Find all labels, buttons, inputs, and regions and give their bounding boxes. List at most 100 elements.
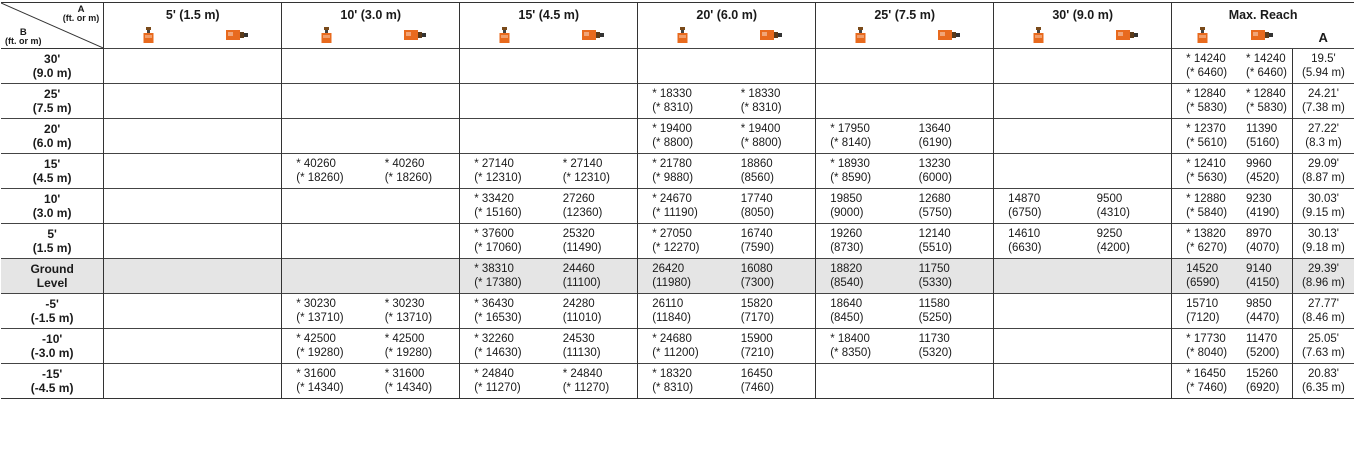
capacity-cell bbox=[815, 83, 905, 119]
capacity-cell: 15820 (7170) bbox=[726, 293, 816, 329]
capacity-cell: * 36430 (* 16530) bbox=[459, 293, 549, 329]
corner-label-a: A (ft. or m) bbox=[62, 4, 100, 23]
row-height-label: 25' (7.5 m) bbox=[1, 83, 105, 119]
side-load-header bbox=[1083, 27, 1172, 49]
cell-metric: (* 17060) bbox=[474, 242, 522, 254]
cell-imperial: * 36430 bbox=[474, 298, 514, 310]
table-row: Ground Level * 38310 (* 17380) 24460 (11100) 2… bbox=[1, 258, 1354, 294]
capacity-cell: * 31600 (* 14340) bbox=[370, 363, 460, 399]
capacity-cell bbox=[1082, 118, 1172, 154]
cell-metric: (4150) bbox=[1246, 277, 1280, 289]
capacity-cell: 8970 (4070) bbox=[1232, 223, 1293, 259]
front-load-header bbox=[281, 27, 371, 49]
cell-imperial: 12680 bbox=[918, 193, 951, 205]
table-row: -15' (-4.5 m) * 31600 (* 14340) * 31600 (* 14… bbox=[1, 363, 1354, 399]
col-header-10ft: 10' (3.0 m) bbox=[281, 2, 460, 27]
reach-a-header: A bbox=[1318, 30, 1328, 45]
cell-metric: (* 11190) bbox=[652, 207, 698, 219]
capacity-cell: * 17950 (* 8140) bbox=[815, 118, 905, 154]
cell-metric: (5320) bbox=[918, 347, 952, 359]
cell-imperial: 13230 bbox=[918, 158, 951, 170]
cell-metric: (* 8140) bbox=[830, 137, 872, 149]
cell-metric: (7.38 m) bbox=[1302, 102, 1345, 114]
cell-imperial: 27.77' bbox=[1307, 298, 1339, 310]
cell-metric: (8560) bbox=[740, 172, 774, 184]
cell-metric: (* 5840) bbox=[1186, 207, 1228, 219]
cell-imperial: * 18330 bbox=[652, 88, 692, 100]
row-label-line1: 20' bbox=[44, 122, 61, 136]
excavator-front-icon bbox=[143, 27, 154, 48]
capacity-cell: * 18330 (* 8310) bbox=[637, 83, 727, 119]
cell-imperial: * 24670 bbox=[652, 193, 692, 205]
row-label-line1: 10' bbox=[44, 192, 61, 206]
cell-imperial: 20.83' bbox=[1307, 368, 1339, 380]
col-header-30ft: 30' (9.0 m) bbox=[993, 2, 1172, 27]
cell-imperial: 30.13' bbox=[1307, 228, 1339, 240]
cell-metric: (8.3 m) bbox=[1305, 137, 1342, 149]
capacity-cell: 12140 (5510) bbox=[904, 223, 994, 259]
row-label-line1: 30' bbox=[44, 52, 61, 66]
capacity-cell: * 30230 (* 13710) bbox=[370, 293, 460, 329]
capacity-cell bbox=[281, 118, 371, 154]
cell-metric: (* 11270) bbox=[474, 382, 521, 394]
cell-imperial: 27260 bbox=[562, 193, 595, 205]
cell-metric: (6000) bbox=[918, 172, 952, 184]
cell-metric: (6.35 m) bbox=[1302, 382, 1345, 394]
cell-metric: (11010) bbox=[562, 312, 602, 324]
capacity-cell bbox=[993, 48, 1083, 84]
cell-imperial: 14610 bbox=[1008, 228, 1041, 240]
cell-metric: (* 8040) bbox=[1186, 347, 1228, 359]
cell-metric: (5200) bbox=[1246, 347, 1280, 359]
cell-metric: (5510) bbox=[918, 242, 952, 254]
cell-imperial: * 31600 bbox=[296, 368, 336, 380]
capacity-cell: * 40260 (* 18260) bbox=[281, 153, 371, 189]
cell-imperial: * 32260 bbox=[474, 333, 514, 345]
capacity-cell bbox=[192, 293, 282, 329]
cell-metric: (* 8310) bbox=[652, 102, 694, 114]
row-height-label: -15' (-4.5 m) bbox=[1, 363, 105, 399]
capacity-cell bbox=[192, 118, 282, 154]
cell-imperial: 16450 bbox=[740, 368, 773, 380]
cell-metric: (* 11270) bbox=[562, 382, 610, 394]
capacity-cell bbox=[192, 153, 282, 189]
capacity-cell: 9500 (4310) bbox=[1082, 188, 1172, 224]
capacity-cell bbox=[103, 363, 193, 399]
capacity-cell: * 24670 (* 11190) bbox=[637, 188, 727, 224]
cell-metric: (4520) bbox=[1246, 172, 1280, 184]
capacity-cell bbox=[1082, 363, 1172, 399]
capacity-cell bbox=[904, 363, 994, 399]
row-label-line1: 15' bbox=[44, 157, 61, 171]
capacity-cell bbox=[103, 328, 193, 364]
row-label-line2: (1.5 m) bbox=[32, 241, 72, 255]
capacity-cell: * 12410 (* 5630) bbox=[1171, 153, 1233, 189]
capacity-cell: 25320 (11490) bbox=[548, 223, 638, 259]
cell-imperial: 15900 bbox=[740, 333, 773, 345]
cell-metric: (* 19280) bbox=[296, 347, 344, 359]
cell-imperial: 19850 bbox=[830, 193, 863, 205]
capacity-cell: 12680 (5750) bbox=[904, 188, 994, 224]
capacity-cell: 24280 (11010) bbox=[548, 293, 638, 329]
capacity-cell: * 24840 (* 11270) bbox=[548, 363, 638, 399]
cell-imperial: 12140 bbox=[918, 228, 951, 240]
excavator-side-icon bbox=[937, 28, 960, 46]
corner-label-b: B (ft. or m) bbox=[5, 27, 42, 46]
cell-metric: (4190) bbox=[1246, 207, 1280, 219]
row-label-line1: -15' bbox=[42, 367, 63, 381]
cell-imperial: 30.03' bbox=[1307, 193, 1339, 205]
front-load-header bbox=[637, 27, 727, 49]
cell-metric: (4470) bbox=[1246, 312, 1280, 324]
row-height-label: 10' (3.0 m) bbox=[1, 188, 105, 224]
cell-metric: (* 14340) bbox=[296, 382, 344, 394]
row-label-line1: 25' bbox=[44, 87, 61, 101]
cell-imperial: * 24840 bbox=[562, 368, 603, 380]
capacity-cell: * 30230 (* 13710) bbox=[281, 293, 371, 329]
header-row: A (ft. or m) B (ft. or m) 5' (1.5 m) 10' (… bbox=[1, 2, 1354, 49]
row-label-line2: (3.0 m) bbox=[32, 206, 72, 220]
cell-metric: (7210) bbox=[740, 347, 774, 359]
cell-imperial: * 18930 bbox=[830, 158, 870, 170]
capacity-cell: * 42500 (* 19280) bbox=[281, 328, 371, 364]
col-header-20ft: 20' (6.0 m) bbox=[637, 2, 816, 27]
capacity-cell: * 19400 (* 8800) bbox=[726, 118, 816, 154]
capacity-cell bbox=[548, 48, 638, 84]
cell-imperial: * 16450 bbox=[1186, 368, 1226, 380]
